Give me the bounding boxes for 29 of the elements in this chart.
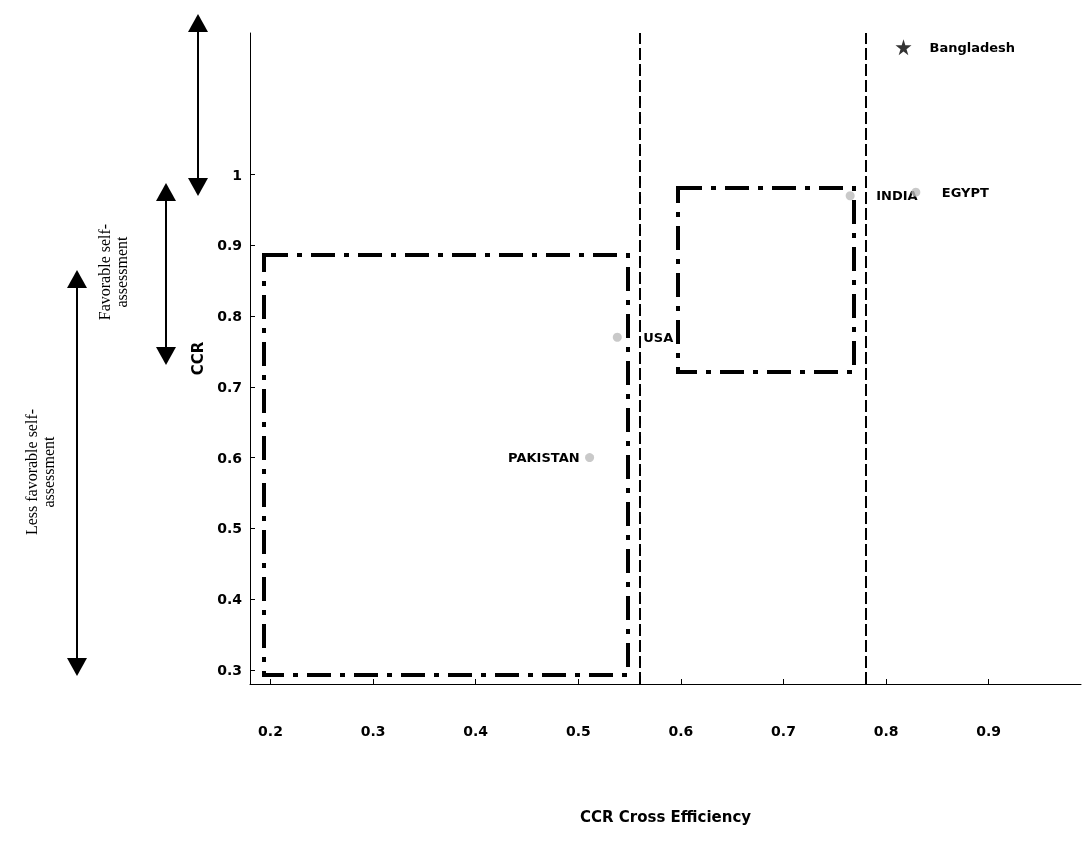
annotation: EGYPT [941,184,990,200]
x-tick-label: 0.7 [771,723,796,739]
y-tick-label: 0.5 [217,520,242,537]
y-tick-label: 1 [232,166,242,183]
x-tick-label: 0.5 [565,723,591,739]
x-tick-label: 0.9 [976,723,1002,739]
y-tick-label: 0.9 [217,237,242,254]
x-tick-label: 0.3 [360,723,386,739]
text: Less favorable self-assessment [23,407,57,538]
annotation: PAKISTAN [508,450,580,466]
annotation: INDIA [876,188,918,204]
y-tick-label: 0.7 [217,378,242,395]
y-axis-title: CCR [188,341,207,376]
y-tick-label: 0.4 [217,591,243,608]
point [845,191,855,201]
x-tick-label: 0.6 [668,723,694,739]
point [612,332,622,342]
text: Favorable self-assessment [96,222,130,323]
annotation: USA [643,329,674,345]
x-tick-label: 0.2 [258,723,283,739]
annotation: Bangladesh [929,39,1016,55]
x-tick-label: 0.8 [873,723,899,739]
point [585,453,595,463]
point [895,39,912,56]
x-tick-label: 0.4 [463,723,489,739]
y-tick-label: 0.3 [217,661,242,678]
x-axis-title: CCR Cross Efficiency [579,807,752,826]
y-tick-label: 0.6 [217,449,242,466]
y-tick-label: 0.8 [217,308,242,325]
